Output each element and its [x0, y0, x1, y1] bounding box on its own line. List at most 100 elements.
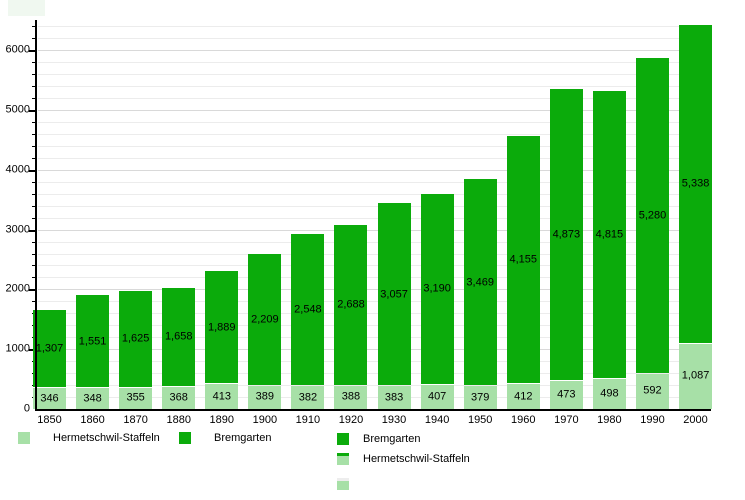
x-axis-label: 1860	[80, 414, 105, 426]
y-gridline	[38, 325, 711, 327]
x-axis-label: 1940	[424, 414, 450, 426]
bar-value-bremgarten: 1,889	[208, 321, 236, 334]
y-gridline	[38, 241, 711, 243]
y-axis-tick	[32, 241, 36, 243]
bar-value-bremgarten: 1,551	[78, 335, 107, 348]
bar-segment-bremgarten	[549, 89, 583, 380]
bar-segment-hermetschwil	[549, 380, 583, 409]
y-gridline	[38, 110, 711, 111]
y-axis-tick	[29, 169, 36, 172]
y-gridline	[38, 169, 711, 171]
bar-segment-hermetschwil	[248, 385, 282, 409]
bar-value-hermetschwil: 348	[83, 392, 102, 405]
y-axis-label: 1000	[5, 342, 30, 355]
bar-value-hermetschwil: 389	[255, 390, 275, 403]
bar-value-hermetschwil: 412	[514, 390, 533, 403]
y-axis-tick	[32, 157, 36, 159]
x-axis-label: 1870	[123, 414, 148, 426]
y-axis-tick	[32, 98, 36, 100]
y-axis-label: 5000	[5, 103, 30, 116]
bar-value-bremgarten: 2,209	[251, 313, 279, 326]
x-axis-label: 1920	[338, 414, 364, 426]
bar-segment-hermetschwil	[205, 384, 239, 409]
bar-segment-bremgarten	[334, 225, 368, 385]
bar-value-hermetschwil: 473	[557, 388, 576, 401]
y-gridline	[38, 145, 711, 147]
bar-segment-bremgarten	[119, 290, 153, 387]
bar-segment-hermetschwil	[463, 386, 497, 409]
x-axis-label: 1980	[597, 414, 622, 426]
y-axis-tick	[32, 133, 36, 135]
bar-segment-bremgarten	[506, 135, 540, 384]
y-gridline	[38, 98, 711, 100]
bar-value-bremgarten: 2,548	[294, 303, 322, 316]
y-axis	[35, 20, 37, 411]
x-axis-label: 1990	[640, 414, 665, 426]
corner-artifact-swatch	[8, 0, 45, 16]
legend-label: Hermetschwil-Staffeln	[53, 432, 160, 444]
bar-segment-bremgarten	[420, 193, 454, 384]
x-axis-label: 1950	[467, 414, 493, 426]
bar-value-bremgarten: 3,469	[466, 276, 494, 289]
bar-value-bremgarten: 1,625	[121, 332, 150, 345]
y-gridline	[38, 253, 711, 255]
bar-segment-hermetschwil	[377, 386, 411, 409]
bar-value-hermetschwil: 1,087	[681, 369, 710, 382]
bar-value-hermetschwil: 407	[427, 390, 447, 403]
y-gridline	[38, 205, 711, 207]
bar-segment-bremgarten	[463, 178, 497, 386]
y-axis-tick	[29, 229, 36, 232]
bar-segment-bremgarten	[635, 57, 669, 373]
y-gridline	[38, 301, 711, 303]
legend-item: Hermetschwil-Staffeln	[337, 453, 470, 465]
bar-value-hermetschwil: 382	[298, 391, 318, 404]
y-axis-tick	[32, 38, 36, 40]
bar-value-bremgarten: 1,307	[35, 342, 64, 355]
bar-segment-hermetschwil	[33, 388, 66, 409]
bar-segment-hermetschwil	[420, 384, 454, 409]
y-axis-tick	[32, 181, 36, 183]
bar-segment-bremgarten	[162, 287, 196, 386]
legend-label: Hermetschwil-Staffeln	[363, 453, 470, 465]
bar-segment-hermetschwil	[334, 385, 368, 409]
bar-segment-bremgarten	[679, 24, 713, 343]
y-gridline	[38, 265, 711, 267]
bar-segment-bremgarten	[248, 253, 282, 385]
bar-value-bremgarten: 4,815	[595, 228, 624, 241]
y-axis-tick	[32, 301, 36, 303]
y-axis-tick	[29, 289, 36, 292]
legend-item: Hermetschwil-Staffeln	[18, 432, 160, 444]
y-gridline	[38, 313, 711, 315]
x-axis-label: 1910	[295, 414, 321, 426]
y-axis-tick	[32, 121, 36, 123]
x-axis-label: 2000	[683, 414, 708, 426]
y-axis-label: 4000	[5, 163, 30, 176]
y-axis-tick	[32, 205, 36, 207]
bar-value-bremgarten: 4,873	[552, 228, 581, 241]
y-gridline	[38, 289, 711, 291]
y-gridline	[38, 157, 711, 159]
legend-item: Bremgarten	[337, 433, 420, 445]
y-gridline	[38, 193, 711, 195]
y-gridline	[38, 385, 711, 387]
y-gridline	[38, 181, 711, 183]
y-gridline	[38, 229, 711, 231]
bar-segment-hermetschwil	[76, 388, 110, 409]
y-axis-label: 0	[23, 402, 30, 415]
bar-value-hermetschwil: 346	[40, 392, 59, 405]
legend-item	[337, 478, 363, 490]
bar-value-hermetschwil: 413	[212, 390, 231, 403]
bar-value-hermetschwil: 383	[384, 391, 404, 404]
bar-segment-bremgarten	[76, 295, 110, 388]
bar-value-bremgarten: 2,688	[337, 298, 365, 311]
y-axis-tick	[32, 217, 36, 219]
x-axis-label: 1880	[166, 414, 191, 426]
y-axis-tick	[32, 145, 36, 147]
bar-segment-bremgarten	[592, 91, 626, 379]
y-gridline	[38, 38, 711, 40]
y-axis-tick	[32, 86, 36, 88]
y-axis-tick	[32, 62, 36, 64]
legend-swatch	[337, 453, 349, 465]
bar-segment-hermetschwil	[162, 386, 196, 409]
